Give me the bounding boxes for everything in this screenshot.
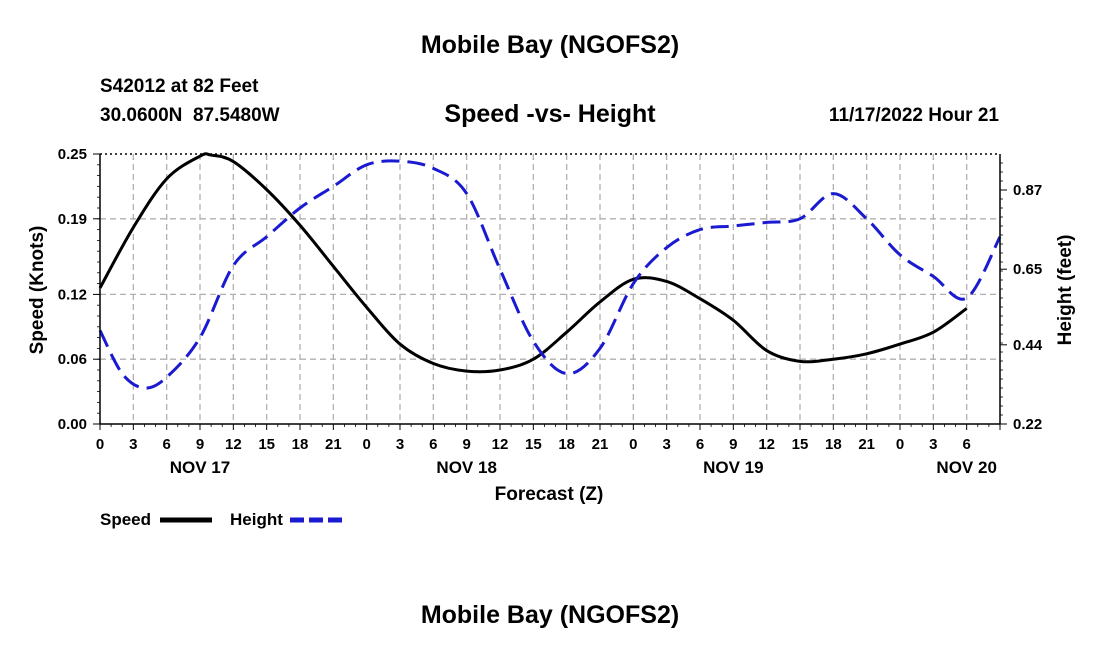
x-tick-label: 12 [758, 436, 775, 453]
legend-height-label: Height [230, 510, 283, 529]
date-label: 11/17/2022 Hour 21 [828, 105, 999, 126]
x-tick-label: 3 [396, 436, 404, 453]
x-tick-label: 15 [525, 436, 542, 453]
y-tick-label: 0.19 [58, 211, 87, 228]
x-tick-label: 0 [96, 436, 104, 453]
x-tick-label: 9 [462, 436, 470, 453]
y2-tick-label: 0.22 [1013, 416, 1042, 433]
chart-title: Speed -vs- Height [444, 100, 656, 128]
x-day-label: NOV 17 [170, 458, 230, 477]
y2-axis-label: Height (feet) [1055, 235, 1076, 346]
x-tick-label: 12 [225, 436, 242, 453]
y-tick-label: 0.06 [58, 351, 87, 368]
legend-speed-label: Speed [100, 510, 151, 529]
height-series-line [98, 159, 1002, 390]
x-tick-label: 12 [492, 436, 509, 453]
y-axis-label: Speed (Knots) [27, 226, 48, 355]
x-axis-label: Forecast (Z) [495, 484, 604, 505]
footer-title: Mobile Bay (NGOFS2) [420, 601, 680, 629]
legend: Speed Height [100, 510, 342, 529]
y-tick-label: 0.00 [58, 416, 87, 433]
x-tick-label: 15 [258, 436, 275, 453]
x-tick-label: 3 [129, 436, 137, 453]
x-tick-label: 9 [729, 436, 737, 453]
grid-lines [100, 154, 1000, 424]
x-tick-label: 9 [196, 436, 204, 453]
x-tick-label: 18 [825, 436, 842, 453]
x-tick-label: 0 [896, 436, 904, 453]
x-day-label: NOV 19 [703, 458, 763, 477]
y2-tick-label: 0.44 [1013, 337, 1043, 354]
x-tick-label: 0 [629, 436, 637, 453]
x-tick-label: 6 [429, 436, 437, 453]
coordinates-label: 30.0600N 87.5480W [100, 105, 280, 126]
x-tick-label: 21 [592, 436, 609, 453]
x-day-label: NOV 20 [936, 458, 996, 477]
x-tick-label: 3 [929, 436, 937, 453]
x-tick-label: 21 [325, 436, 342, 453]
axes: 0 3 6 9 12 15 18 21 0 3 6 9 12 15 18 21 0 3 6 9 12 15 18 21 0 3 6N… [58, 146, 1043, 477]
y2-tick-label: 0.87 [1013, 182, 1042, 199]
y2-tick-label: 0.65 [1013, 261, 1042, 278]
page-title: Mobile Bay (NGOFS2) [420, 31, 680, 59]
x-tick-label: 18 [558, 436, 575, 453]
x-tick-label: 6 [162, 436, 170, 453]
station-label: S42012 at 82 Feet [100, 76, 259, 97]
x-tick-label: 6 [696, 436, 704, 453]
x-tick-label: 18 [292, 436, 309, 453]
x-tick-label: 15 [792, 436, 809, 453]
x-day-label: NOV 18 [436, 458, 496, 477]
y-tick-label: 0.12 [58, 286, 87, 303]
x-tick-label: 21 [858, 436, 875, 453]
series-lines [98, 152, 1002, 390]
speed-series-line [98, 152, 968, 374]
x-tick-label: 3 [662, 436, 670, 453]
x-tick-label: 6 [962, 436, 970, 453]
x-tick-label: 0 [362, 436, 370, 453]
y-tick-label: 0.25 [58, 146, 87, 163]
